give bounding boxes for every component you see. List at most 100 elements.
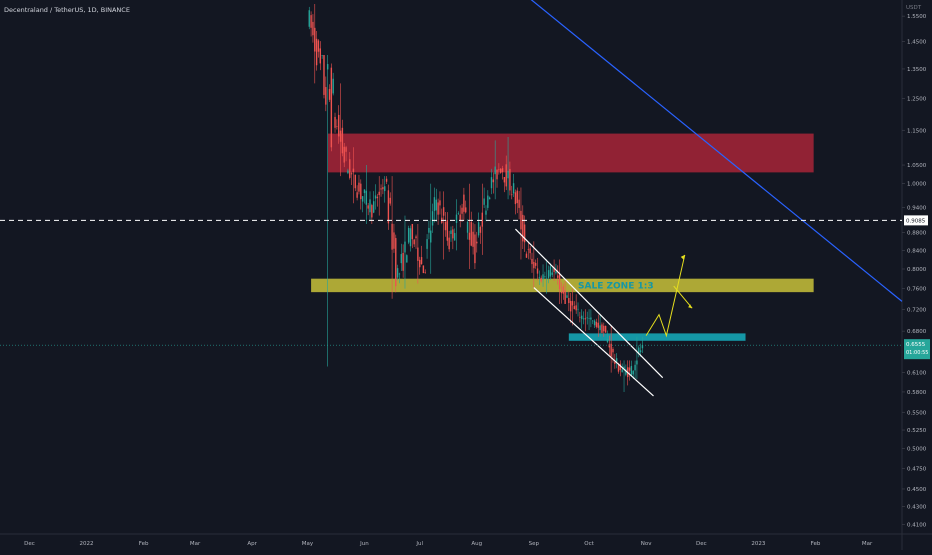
candle-body — [387, 190, 390, 224]
candle-body — [419, 259, 421, 268]
candle-body — [599, 325, 601, 331]
time-tick-label: Aug — [471, 541, 482, 547]
candle-body — [597, 322, 599, 328]
candle-body — [476, 241, 478, 244]
candle-body — [553, 267, 555, 272]
price-tick-label: 0.6800 — [907, 329, 927, 335]
candle-body — [560, 292, 563, 294]
channel-lower-line[interactable] — [533, 287, 654, 397]
price-tick-label: 0.4100 — [907, 523, 927, 529]
candle-body — [326, 64, 329, 70]
candle-body — [586, 317, 588, 319]
candle-body — [444, 221, 447, 231]
candle-body — [430, 230, 432, 243]
candle-body — [330, 67, 333, 148]
candle-body — [549, 266, 552, 277]
candle-body — [356, 192, 358, 198]
candle-body — [606, 339, 609, 343]
candle-body — [319, 48, 322, 64]
channel-upper-line[interactable] — [515, 228, 664, 379]
candle-body — [376, 196, 379, 199]
time-tick-label: Dec — [24, 541, 35, 547]
candle-body — [573, 306, 576, 310]
candle-body — [424, 272, 426, 273]
support-zone[interactable] — [311, 278, 814, 293]
candle-body — [577, 308, 579, 310]
projection-path[interactable] — [645, 254, 686, 338]
candle-body — [380, 188, 382, 190]
candle-body — [448, 237, 450, 250]
candle-body — [455, 214, 458, 223]
candle-body — [507, 170, 509, 179]
candle-body — [461, 207, 463, 214]
candle-body — [639, 350, 642, 353]
candle-body — [385, 178, 388, 182]
time-tick-label: Apr — [247, 541, 257, 547]
candle-body — [485, 210, 487, 215]
price-tick-label: 1.0500 — [907, 163, 927, 169]
candle-body — [546, 278, 548, 280]
candle-body — [384, 186, 386, 192]
time-tick-label: Mar — [862, 541, 873, 547]
candle-body — [396, 268, 399, 278]
price-tick-label: 0.5000 — [907, 447, 927, 453]
time-axis[interactable]: Dec 2022 Feb Mar Apr May Jun Jul Aug Sep Oct Nov Dec… — [24, 541, 873, 547]
candle-body — [407, 227, 410, 243]
candle-body — [365, 190, 368, 205]
time-tick-label: May — [302, 541, 314, 547]
support-zone-label: SALE ZONE 1:3 — [578, 281, 654, 291]
candle-body — [317, 40, 320, 52]
candle-body — [566, 295, 568, 298]
candle-body — [470, 221, 472, 246]
candle-body — [603, 325, 605, 332]
candle-body — [466, 221, 469, 233]
candle-body — [479, 226, 482, 233]
candle-body — [632, 370, 634, 375]
candle-body — [595, 321, 598, 327]
current-price-label: 0.6555 — [906, 342, 926, 348]
candle-body — [371, 205, 373, 218]
candle-body — [562, 286, 564, 294]
candle-body — [334, 116, 336, 128]
price-tick-label: 1.3500 — [907, 67, 927, 73]
candle-body — [314, 27, 316, 52]
candle-body — [608, 344, 611, 348]
candle-body — [531, 258, 533, 265]
candle-body — [402, 252, 404, 271]
candle-body — [490, 177, 493, 189]
candle-body — [481, 212, 483, 227]
price-tick-label: 0.9400 — [907, 205, 927, 211]
candle-body — [459, 214, 461, 221]
candle-body — [389, 197, 391, 204]
candle-body — [439, 200, 441, 206]
candle-body — [400, 254, 402, 264]
target-zone[interactable] — [568, 333, 746, 341]
candle-body — [564, 289, 566, 304]
candle-body — [601, 324, 603, 333]
projection-branch-path[interactable] — [673, 285, 693, 309]
time-tick-label: Oct — [584, 541, 594, 547]
candle-body — [310, 15, 312, 28]
candle-body — [558, 274, 561, 290]
candle-body — [636, 360, 638, 365]
candle-body — [338, 114, 340, 137]
candle-body — [367, 205, 369, 209]
candle-body — [363, 189, 366, 194]
price-axis[interactable]: USDT 1.5500 1.4500 1.3500 1.2500 1.1500 1.050… — [902, 5, 927, 529]
candle-body — [579, 316, 581, 318]
candle-body — [308, 10, 310, 27]
candle-body — [350, 173, 353, 175]
candle-body — [341, 127, 344, 154]
hline-price-label: 0.9085 — [906, 218, 926, 224]
candle-body — [343, 146, 345, 163]
price-tick-label: 0.5500 — [907, 410, 927, 416]
descending-trendline[interactable] — [503, 0, 903, 302]
supply-zone[interactable] — [327, 133, 814, 173]
candle-body — [468, 232, 471, 240]
current-price-tag-box — [904, 339, 930, 360]
candle-body — [391, 223, 393, 250]
candle-body — [534, 262, 537, 266]
